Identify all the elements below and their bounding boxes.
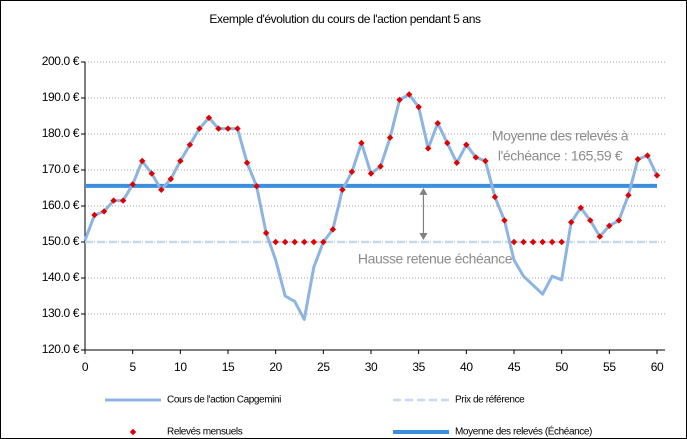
x-tick-label: 20 [269,360,282,374]
monthly-marker [548,238,556,246]
monthly-marker [272,238,279,246]
x-tick-label: 50 [555,360,568,374]
monthly-marker [606,222,613,229]
monthly-marker [205,114,213,121]
monthly-marker [91,211,98,219]
monthly-marker [377,163,384,170]
monthly-marker [520,238,527,246]
monthly-marker [167,175,174,183]
monthly-marker [453,159,460,166]
annotation: Hausse retenue échéance [358,251,513,267]
monthly-marker [653,172,661,179]
monthly-marker [253,183,260,190]
monthly-marker [262,229,270,237]
monthly-marker [177,157,184,165]
y-tick-label: 140.0 € [42,270,80,284]
y-tick-label: 180.0 € [42,126,80,140]
x-tick-label: 30 [365,360,378,374]
legend-label: Prix de référence [455,395,525,406]
x-tick-label: 60 [651,360,664,374]
x-tick-label: 25 [317,360,330,374]
y-tick-label: 200.0 € [42,54,80,68]
monthly-marker [100,208,108,215]
y-tick-label: 130.0 € [42,306,80,320]
monthly-marker [425,145,432,152]
monthly-marker [529,238,537,246]
monthly-marker [215,125,222,132]
monthly-marker [367,170,375,177]
monthly-marker [558,238,565,246]
monthly-marker [129,181,136,188]
monthly-marker [539,238,546,246]
monthly-marker [634,156,642,163]
y-tick-label: 190.0 € [42,90,80,104]
x-tick-label: 40 [460,360,473,374]
y-tick-label: 120.0 € [42,342,80,356]
monthly-marker [615,217,623,224]
monthly-marker [405,91,413,98]
monthly-marker [568,219,575,226]
legend-marker [129,428,137,436]
chart-title: Exemple d'évolution du cours de l'action… [209,12,481,26]
x-tick-label: 0 [82,360,89,374]
monthly-marker [320,238,327,246]
monthly-marker [196,125,203,132]
monthly-marker [234,125,241,132]
x-tick-label: 35 [412,360,425,374]
x-tick-label: 10 [174,360,187,374]
annotation: Moyenne des relevés à [492,128,629,144]
monthly-marker [310,238,317,246]
monthly-marker [587,217,594,224]
monthly-marker [301,238,308,246]
monthly-marker [291,238,298,246]
legend-label: Cours de l'action Capgemini [167,395,281,406]
monthly-marker [625,192,632,199]
monthly-marker [396,96,403,103]
monthly-marker [510,238,518,246]
monthly-marker [463,141,470,148]
y-tick-label: 170.0 € [42,162,80,176]
monthly-marker [110,197,117,204]
monthly-marker [482,157,489,165]
monthly-marker [596,233,603,240]
y-tick-label: 160.0 € [42,198,80,212]
monthly-marker [472,154,480,161]
monthly-marker [501,217,508,224]
monthly-marker [444,139,451,147]
monthly-marker [119,197,127,204]
monthly-marker [348,168,356,175]
monthly-marker [282,238,289,246]
monthly-marker [158,186,165,193]
monthly-marker [224,125,232,132]
x-tick-label: 55 [603,360,616,374]
monthly-marker [243,159,251,166]
monthly-marker [186,141,194,148]
annotation: l'échéance : 165,59 € [498,148,623,164]
monthly-marker [139,157,146,165]
monthly-marker [148,170,155,177]
arrow-head [419,233,428,240]
monthly-marker [415,103,422,111]
monthly-marker [577,204,584,211]
y-tick-label: 150.0 € [42,234,80,248]
legend-label: Moyenne des relevés (Échéance) [455,425,592,438]
monthly-marker [339,186,346,193]
x-tick-label: 5 [130,360,137,374]
monthly-marker [491,193,499,201]
x-tick-label: 45 [508,360,521,374]
monthly-marker [358,139,365,147]
arrow-head [419,187,428,195]
legend-label: Relevés mensuels [167,427,243,438]
monthly-marker [644,152,651,159]
x-tick-label: 15 [222,360,235,374]
monthly-marker [434,120,441,127]
monthly-marker [329,226,337,233]
monthly-marker [386,134,394,141]
